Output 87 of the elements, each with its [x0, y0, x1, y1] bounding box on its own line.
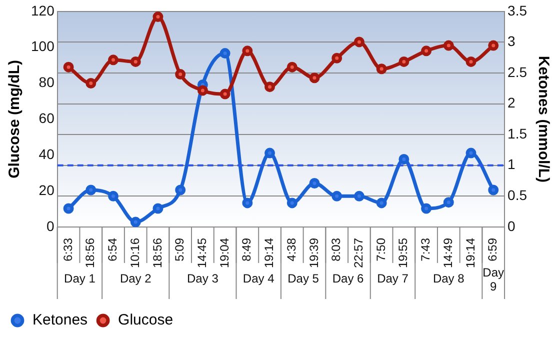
point	[197, 85, 208, 96]
x-tick-label: 8:49	[240, 238, 254, 262]
y-tick-label: 120	[31, 2, 55, 18]
x-tick-label: 19:14	[262, 238, 276, 268]
x-tick-label: 14:49	[440, 238, 455, 268]
point	[108, 54, 119, 66]
point	[108, 190, 119, 202]
y-tick-label: 100	[31, 38, 55, 54]
point	[443, 40, 454, 51]
point	[63, 62, 74, 72]
y-tick-label: 0	[46, 218, 55, 234]
y2-tick-label: 2	[508, 94, 516, 111]
point	[152, 203, 164, 214]
point	[130, 216, 141, 227]
y2-axis-title: Ketones (mmol/L)	[534, 56, 552, 183]
x-tick-label: 6:33	[60, 238, 75, 262]
point	[242, 46, 253, 56]
y2-tick-label: 3.5	[508, 2, 528, 18]
text: Day 8	[432, 271, 465, 286]
point	[242, 198, 253, 208]
x-tick-label: 4:38	[284, 238, 298, 262]
text: Day 6	[332, 271, 364, 286]
y-tick-label: 20	[38, 182, 55, 198]
point	[264, 148, 276, 158]
point	[332, 190, 342, 202]
text: Day 5	[288, 271, 320, 286]
y-tick-label: 40	[38, 146, 55, 162]
point	[376, 64, 387, 74]
y2-tick-label: 0.5	[508, 187, 528, 204]
point	[309, 72, 320, 84]
point	[130, 56, 141, 67]
point	[286, 198, 298, 208]
point	[421, 46, 432, 56]
point	[443, 197, 454, 208]
point	[354, 190, 364, 202]
point	[488, 40, 499, 51]
x-tick-label: 5:09	[172, 238, 187, 262]
text: Day 1	[64, 271, 96, 286]
legend-label: Ketones	[32, 312, 88, 329]
x-tick-label: 19:04	[217, 238, 232, 268]
point	[86, 78, 96, 89]
point	[488, 184, 499, 196]
x-tick-label: 6:59	[486, 238, 500, 262]
y2-tick-label: 0	[508, 218, 516, 234]
text: Day 4	[242, 271, 275, 286]
point	[86, 184, 96, 196]
y2-tick-label: 1.5	[508, 125, 528, 142]
point	[354, 36, 364, 48]
x-tick-label: 19:39	[306, 238, 321, 268]
point	[220, 48, 230, 59]
point	[398, 154, 410, 164]
y-axis-title: Glucose (mg/dL)	[6, 60, 24, 178]
x-tick-label: 8:03	[329, 238, 344, 262]
text: Day 2	[120, 271, 152, 286]
x-tick-label: 18:56	[150, 238, 164, 268]
x-tick-label: 19:14	[463, 238, 478, 268]
point	[421, 203, 432, 214]
point	[376, 198, 387, 208]
legend-label: Glucose	[118, 312, 174, 329]
text: Day 7	[377, 271, 409, 286]
point	[332, 52, 342, 64]
x-tick-label: 7:43	[418, 238, 433, 262]
point	[220, 88, 230, 100]
point	[175, 69, 186, 80]
point	[264, 82, 276, 92]
x-tick-label: 19:55	[396, 238, 410, 268]
text: Day 9	[482, 265, 504, 294]
y-tick-label: 60	[38, 110, 55, 126]
text: Day 3	[187, 271, 219, 286]
x-tick-label: 6:54	[106, 238, 120, 262]
x-tick-label: 18:56	[83, 238, 98, 268]
point	[398, 56, 410, 67]
y2-tick-label: 1	[508, 156, 516, 172]
x-tick-label: 14:45	[195, 238, 210, 268]
x-tick-label: 10:16	[128, 238, 142, 268]
x-tick-label: 7:50	[374, 238, 388, 262]
y2-tick-label: 3	[508, 33, 516, 50]
point	[466, 56, 476, 67]
point	[466, 148, 476, 158]
point	[175, 184, 186, 196]
point	[152, 12, 164, 22]
point	[286, 62, 298, 72]
point	[309, 178, 320, 188]
point	[63, 203, 74, 214]
y2-tick-label: 2.5	[508, 64, 528, 80]
y-tick-label: 80	[38, 74, 55, 90]
x-tick-label: 22:57	[352, 238, 366, 268]
